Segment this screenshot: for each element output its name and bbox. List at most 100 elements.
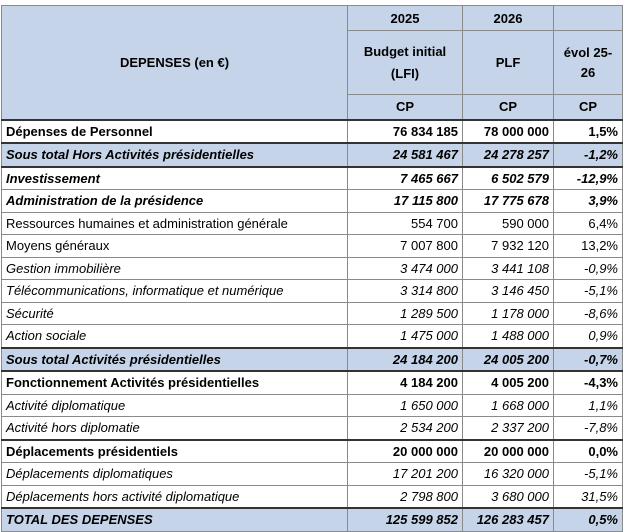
label-cell: Gestion immobilière (1, 256, 348, 280)
label-cell: Déplacements diplomatiques (1, 462, 348, 486)
value-cell: 590 000 (462, 211, 554, 235)
value-cell: 78 000 000 (462, 118, 554, 144)
value-cell: -12,9% (553, 165, 623, 190)
value-cell: 554 700 (347, 211, 463, 235)
unit-cell: CP (553, 94, 623, 120)
label-cell: Dépenses de Personnel (1, 118, 348, 144)
value-cell: 17 115 800 (347, 189, 463, 213)
table-row: Activité hors diplomatie 2 534 200 2 337 2… (1, 416, 623, 440)
value-cell: -5,1% (553, 462, 623, 486)
value-cell: 17 775 678 (462, 189, 554, 213)
value-cell: 1,5% (553, 118, 623, 144)
column-header: Budget initial (LFI) (347, 30, 463, 95)
table-row: Sous total Activités présidentielles 24 1… (1, 346, 623, 372)
value-cell: 4 184 200 (347, 370, 463, 395)
label-cell: Sous total Hors Activités présidentielle… (1, 142, 348, 167)
label-cell: Télécommunications, informatique et numé… (1, 279, 348, 303)
column-header: évol 25-26 (553, 30, 623, 95)
value-cell: 126 283 457 (462, 507, 554, 532)
header-row: CP CP CP (2, 94, 623, 120)
value-cell: 1 488 000 (462, 324, 554, 348)
table-row: Télécommunications, informatique et numé… (1, 279, 623, 303)
value-cell: 13,2% (553, 234, 623, 258)
label-cell: Déplacements hors activité diplomatique (1, 484, 348, 509)
value-cell: 7 932 120 (462, 234, 554, 258)
value-cell: 4 005 200 (462, 370, 554, 395)
label-cell: Activité hors diplomatie (1, 416, 348, 440)
value-cell: -1,2% (553, 142, 623, 167)
table-row: Action sociale 1 475 000 1 488 000 0,9% (1, 324, 623, 348)
year-cell: 2025 (347, 5, 463, 31)
title-cell: DEPENSES (en €) (1, 5, 348, 120)
table-row: Déplacements diplomatiques 17 201 200 16 3… (1, 462, 623, 486)
value-cell: 3 680 000 (462, 484, 554, 509)
table-row: Administration de la présidence 17 115 80… (1, 189, 623, 213)
table-row: Déplacements hors activité diplomatique 2… (1, 484, 623, 509)
label-cell: Ressources humaines et administration gé… (1, 211, 348, 235)
table-row: Investissement 7 465 667 6 502 579 -12,9% (1, 165, 623, 190)
label-cell: TOTAL DES DEPENSES (1, 507, 348, 532)
value-cell: 3 314 800 (347, 279, 463, 303)
value-cell: 3 441 108 (462, 256, 554, 280)
value-cell: 24 184 200 (347, 346, 463, 372)
value-cell: 0,5% (553, 507, 623, 532)
table-row: Fonctionnement Activités présidentielles… (1, 370, 623, 395)
table-row: Ressources humaines et administration gé… (1, 211, 623, 235)
table-row: TOTAL DES DEPENSES 125 599 852 126 283 457… (1, 507, 623, 532)
label-cell: Administration de la présidence (1, 189, 348, 213)
value-cell: 7 465 667 (347, 165, 463, 190)
label-cell: Sous total Activités présidentielles (1, 346, 348, 372)
value-cell: 17 201 200 (347, 462, 463, 486)
label-cell: Action sociale (1, 324, 348, 348)
value-cell: -0,7% (553, 346, 623, 372)
value-cell: 6 502 579 (462, 165, 554, 190)
label-cell: Sécurité (1, 301, 348, 325)
table-row: Moyens généraux 7 007 800 7 932 120 13,2% (1, 234, 623, 258)
value-cell: 76 834 185 (347, 118, 463, 144)
value-cell: 24 581 467 (347, 142, 463, 167)
value-cell: 3,9% (553, 189, 623, 213)
value-cell: 1 289 500 (347, 301, 463, 325)
table-row: Dépenses de Personnel 76 834 185 78 000 00… (1, 118, 623, 144)
table-row: Sécurité 1 289 500 1 178 000 -8,6% (1, 301, 623, 325)
year-cell: 2026 (462, 5, 554, 31)
value-cell: 1 668 000 (462, 393, 554, 417)
value-cell: 24 005 200 (462, 346, 554, 372)
value-cell: 24 278 257 (462, 142, 554, 167)
value-cell: 3 146 450 (462, 279, 554, 303)
label-cell: Déplacements présidentiels (1, 438, 348, 463)
value-cell: 31,5% (553, 484, 623, 509)
value-cell: 2 534 200 (347, 416, 463, 440)
unit-cell: CP (462, 94, 554, 120)
value-cell: -5,1% (553, 279, 623, 303)
unit-cell: CP (347, 94, 463, 120)
value-cell: 1 178 000 (462, 301, 554, 325)
value-cell: 20 000 000 (347, 438, 463, 463)
budget-table: DEPENSES (en €) 2025 2026 Budget initial… (1, 5, 623, 532)
value-cell: 7 007 800 (347, 234, 463, 258)
value-cell: -7,8% (553, 416, 623, 440)
label-cell: Moyens généraux (1, 234, 348, 258)
value-cell: 6,4% (553, 211, 623, 235)
year-cell (553, 5, 623, 31)
value-cell: 16 320 000 (462, 462, 554, 486)
column-header: PLF (462, 30, 554, 95)
value-cell: 1 650 000 (347, 393, 463, 417)
label-cell: Investissement (1, 165, 348, 190)
value-cell: 1 475 000 (347, 324, 463, 348)
table-row: Activité diplomatique 1 650 000 1 668 000 1… (1, 393, 623, 417)
value-cell: 1,1% (553, 393, 623, 417)
table-body: DEPENSES (en €) 2025 2026 Budget initial… (1, 5, 623, 532)
value-cell: 2 798 800 (347, 484, 463, 509)
label-cell: Activité diplomatique (1, 393, 348, 417)
table-row: Gestion immobilière 3 474 000 3 441 108 -0,… (1, 256, 623, 280)
value-cell: 3 474 000 (347, 256, 463, 280)
table-row: Sous total Hors Activités présidentielle… (1, 142, 623, 167)
value-cell: 0,0% (553, 438, 623, 463)
value-cell: 125 599 852 (347, 507, 463, 532)
value-cell: 2 337 200 (462, 416, 554, 440)
label-cell: Fonctionnement Activités présidentielles (1, 370, 348, 395)
value-cell: -8,6% (553, 301, 623, 325)
header-row: DEPENSES (en €) 2025 2026 (1, 5, 623, 120)
